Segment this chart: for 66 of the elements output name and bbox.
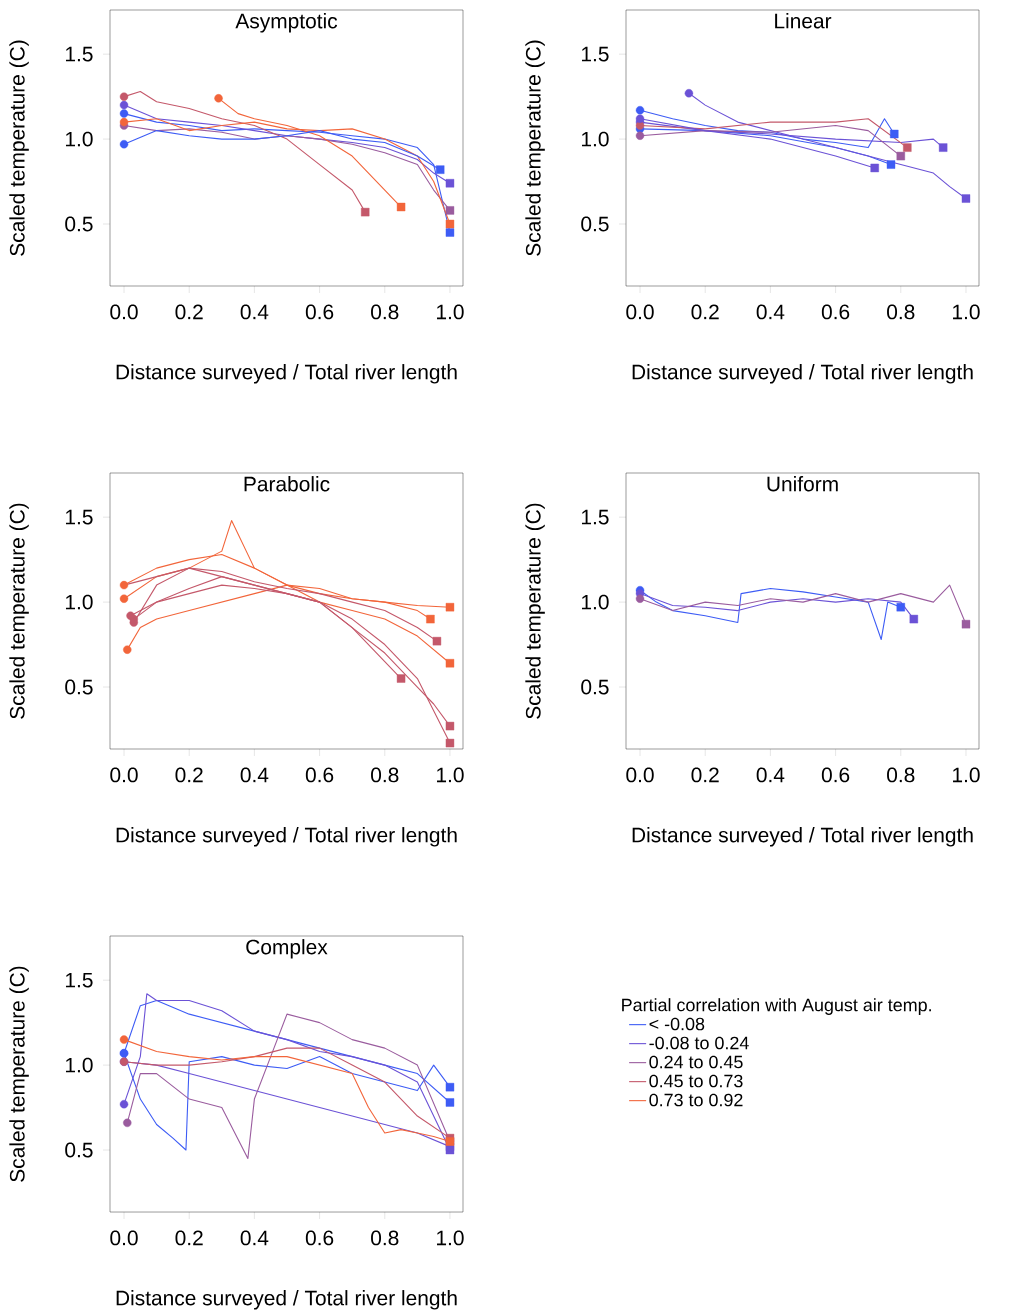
x-tick-label: 0.6 (821, 304, 850, 320)
x-tick-label: 0.0 (626, 767, 654, 783)
x-tick-label: 0.6 (821, 767, 850, 783)
x-tick-label: 1.0 (953, 767, 980, 783)
x-tick-label: 0.2 (175, 767, 203, 783)
chart-title: Asymptotic (235, 13, 338, 33)
y-tick-label: 1.0 (582, 594, 609, 610)
y-tick-label: 1.0 (65, 131, 93, 147)
legend-title: Partial correlation with August air temp. (622, 998, 931, 1015)
y-axis-title: Scaled temperature (C) (525, 503, 545, 719)
x-tick-label: 0.6 (305, 767, 334, 783)
x-tick-label: 1.0 (437, 1230, 464, 1246)
y-tick-label: 0.5 (581, 679, 609, 695)
x-tick-label: 0.8 (887, 304, 915, 320)
y-axis-title: Scaled temperature (C) (9, 40, 29, 256)
y-axis-title: Scaled temperature (C) (525, 40, 545, 256)
y-tick-label: 1.5 (582, 509, 609, 525)
y-tick-label: 1.0 (65, 594, 93, 610)
y-tick-label: 1.5 (65, 509, 93, 525)
x-tick-label: 0.0 (110, 1230, 138, 1246)
x-axis-title: Distance surveyed / Total river length (632, 827, 973, 847)
y-tick-label: 1.0 (65, 1057, 93, 1073)
y-tick-label: 0.5 (65, 216, 93, 232)
x-tick-label: 0.6 (305, 304, 334, 320)
y-axis-title: Scaled temperature (C) (9, 503, 29, 719)
y-tick-label: 1.5 (582, 46, 609, 62)
legend-label: < -0.08 (649, 1017, 705, 1031)
y-tick-label: 1.5 (65, 46, 93, 62)
x-tick-label: 0.0 (626, 304, 654, 320)
x-tick-label: 0.0 (110, 304, 138, 320)
x-tick-label: 0.2 (691, 767, 719, 783)
x-tick-label: 0.6 (305, 1230, 334, 1246)
x-tick-label: 0.4 (240, 304, 269, 320)
x-axis-title: Distance surveyed / Total river length (116, 1290, 457, 1310)
x-tick-label: 1.0 (437, 304, 464, 320)
chart-title: Complex (246, 939, 328, 959)
x-tick-label: 0.4 (756, 304, 785, 320)
y-tick-label: 0.5 (65, 1142, 93, 1158)
x-tick-label: 0.8 (371, 304, 399, 320)
y-tick-label: 1.5 (65, 972, 93, 988)
x-axis-title: Distance surveyed / Total river length (632, 364, 973, 384)
legend-label: 0.24 to 0.45 (649, 1055, 743, 1069)
y-tick-label: 1.0 (582, 131, 609, 147)
x-tick-label: 0.2 (175, 1230, 203, 1246)
y-axis-title: Scaled temperature (C) (9, 966, 29, 1182)
x-tick-label: 1.0 (437, 767, 464, 783)
x-tick-label: 0.4 (240, 1230, 269, 1246)
x-tick-label: 1.0 (953, 304, 980, 320)
x-axis-title: Distance surveyed / Total river length (116, 364, 457, 384)
legend-label: 0.73 to 0.92 (649, 1093, 743, 1107)
x-tick-label: 0.2 (691, 304, 719, 320)
x-tick-label: 0.2 (175, 304, 203, 320)
chart-title: Parabolic (244, 476, 330, 492)
x-tick-label: 0.4 (756, 767, 785, 783)
x-tick-label: 0.4 (240, 767, 269, 783)
chart-title: Uniform (767, 476, 838, 492)
chart-title: Linear (775, 13, 832, 29)
x-tick-label: 0.8 (887, 767, 915, 783)
x-tick-label: 0.0 (110, 767, 138, 783)
y-tick-label: 0.5 (581, 216, 609, 232)
legend-label: 0.45 to 0.73 (649, 1074, 743, 1088)
y-tick-label: 0.5 (65, 679, 93, 695)
x-tick-label: 0.8 (371, 767, 399, 783)
x-tick-label: 0.8 (371, 1230, 399, 1246)
x-axis-title: Distance surveyed / Total river length (116, 827, 457, 847)
legend-label: -0.08 to 0.24 (649, 1036, 749, 1050)
